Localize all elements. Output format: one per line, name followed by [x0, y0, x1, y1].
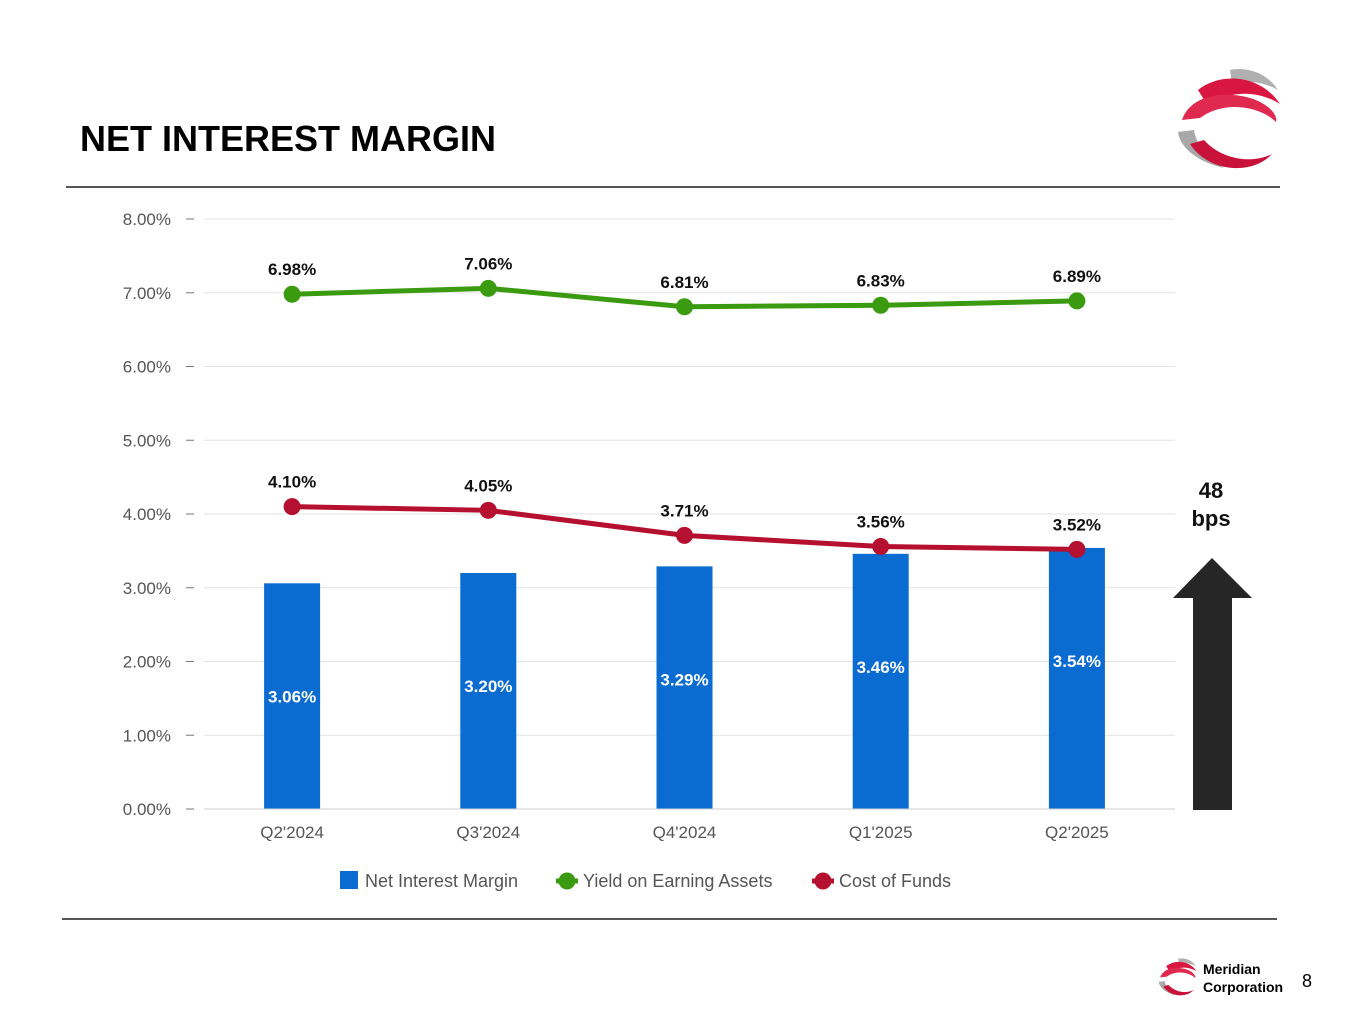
cost-label: 3.52%	[1053, 515, 1101, 534]
x-tick-label: Q2'2025	[1045, 823, 1109, 842]
series-lines	[283, 279, 1086, 558]
cost-label: 3.56%	[857, 512, 905, 531]
y-tick-label: 1.00%	[123, 726, 171, 745]
footer-logo-icon	[1158, 958, 1197, 996]
x-tick-label: Q2'2024	[260, 823, 324, 842]
cost-label: 4.10%	[268, 473, 316, 492]
cost-label: 4.05%	[464, 476, 512, 495]
y-tick-label: 0.00%	[123, 800, 171, 819]
footer-company-name: Meridian Corporation	[1203, 960, 1283, 996]
bps-annotation: 48 bps	[1173, 478, 1252, 810]
footer-divider	[62, 918, 1277, 920]
cost-point	[676, 526, 693, 544]
nim-bar	[852, 553, 909, 809]
logo-swoosh-gray	[1230, 68, 1278, 90]
yield-point	[676, 298, 693, 316]
logo-swoosh-red-3	[1190, 140, 1272, 169]
nim-bars	[264, 547, 1105, 809]
page-title: NET INTEREST MARGIN	[80, 118, 497, 159]
title-divider	[66, 186, 1280, 188]
nim-bar	[460, 573, 517, 809]
cost-point	[283, 498, 301, 516]
yield-point	[1068, 292, 1086, 310]
nim-bar	[264, 583, 321, 809]
nim-bar-label: 3.29%	[660, 670, 708, 689]
yield-point	[479, 279, 497, 297]
yield-label: 6.83%	[857, 271, 905, 290]
yield-label: 6.89%	[1053, 267, 1101, 286]
y-tick-label: 6.00%	[123, 358, 171, 377]
chart-legend: Net Interest Margin Yield on Earning Asse…	[340, 871, 951, 891]
chart-gridlines	[204, 218, 1175, 810]
legend-label: Net Interest Margin	[365, 871, 518, 891]
page-number: 8	[1302, 971, 1313, 991]
legend-label: Yield on Earning Assets	[583, 871, 772, 891]
chart-axes: 0.00% 1.00% 2.00% 3.00% 4.00% 5.00% 6.00% 7.00%…	[123, 210, 1175, 842]
yield-label: 6.98%	[268, 260, 316, 279]
data-labels: 3.06% 3.20% 3.29% 3.46% 3.54% 6.98% 7.06% 6.81%…	[268, 254, 1101, 706]
cost-point	[1068, 540, 1086, 558]
footer-company-line2: Corporation	[1203, 979, 1284, 995]
bps-unit: bps	[1191, 506, 1230, 531]
x-tick-label: Q3'2024	[456, 823, 520, 842]
y-tick-label: 8.00%	[123, 210, 171, 229]
logo-swoosh-red-2	[1182, 94, 1277, 122]
y-tick-label: 4.00%	[123, 505, 171, 524]
nim-bar-label: 3.20%	[464, 677, 512, 696]
legend-marker-swatch	[558, 872, 576, 890]
yield-point	[872, 296, 890, 314]
yield-label: 7.06%	[464, 254, 512, 273]
bps-value: 48	[1199, 478, 1223, 503]
legend-swatch-nim	[340, 871, 358, 889]
nim-bar-label: 3.46%	[857, 658, 905, 677]
nim-bar	[1048, 547, 1105, 809]
x-tick-label: Q4'2024	[653, 823, 717, 842]
cost-label: 3.71%	[660, 501, 708, 520]
company-logo-icon	[1178, 68, 1280, 169]
yield-label: 6.81%	[660, 273, 708, 292]
nim-bar-label: 3.54%	[1053, 652, 1101, 671]
cost-point	[479, 501, 497, 519]
cost-point	[872, 537, 890, 555]
y-tick-label: 7.00%	[123, 284, 171, 303]
nim-bar-label: 3.06%	[268, 687, 316, 706]
y-tick-label: 3.00%	[123, 579, 171, 598]
x-tick-label: Q1'2025	[849, 823, 913, 842]
legend-label: Cost of Funds	[839, 871, 951, 891]
yield-point	[283, 285, 301, 303]
footer-company-line1: Meridian	[1203, 961, 1261, 977]
nim-bar	[656, 566, 713, 809]
y-tick-label: 2.00%	[123, 653, 171, 672]
y-tick-label: 5.00%	[123, 431, 171, 450]
legend-marker-swatch	[814, 872, 832, 890]
up-arrow-icon	[1173, 558, 1252, 810]
